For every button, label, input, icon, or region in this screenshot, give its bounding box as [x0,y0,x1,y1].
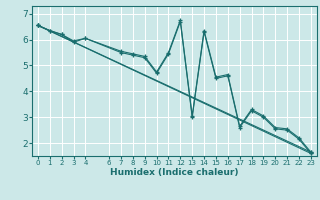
X-axis label: Humidex (Indice chaleur): Humidex (Indice chaleur) [110,168,239,177]
